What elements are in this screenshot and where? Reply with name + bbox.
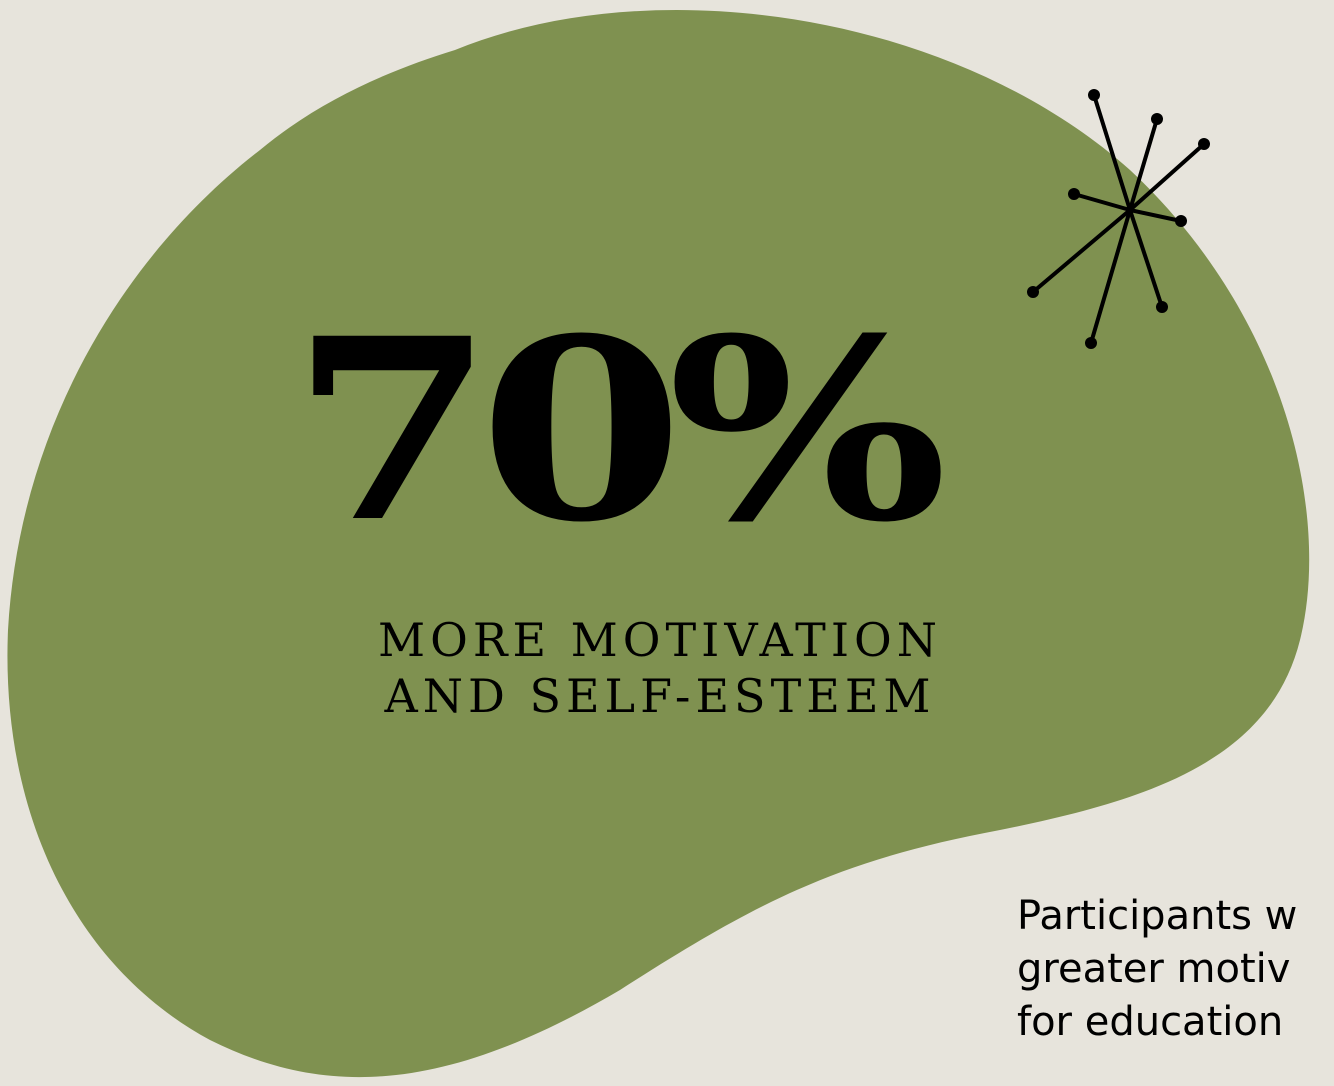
stat-value: 70% [290, 283, 948, 577]
description-line: Participants w [1017, 893, 1298, 939]
description-text: Participants w greater motiv for educati… [1017, 890, 1334, 1049]
stat-label-line: MORE MOTIVATION [378, 613, 942, 667]
description-line: greater motiv [1017, 946, 1291, 992]
stat-label: MORE MOTIVATION AND SELF-ESTEEM [200, 612, 1120, 724]
blob-path [7, 10, 1310, 1078]
description-line: for education [1017, 999, 1284, 1045]
stat-label-line: AND SELF-ESTEEM [384, 669, 936, 723]
